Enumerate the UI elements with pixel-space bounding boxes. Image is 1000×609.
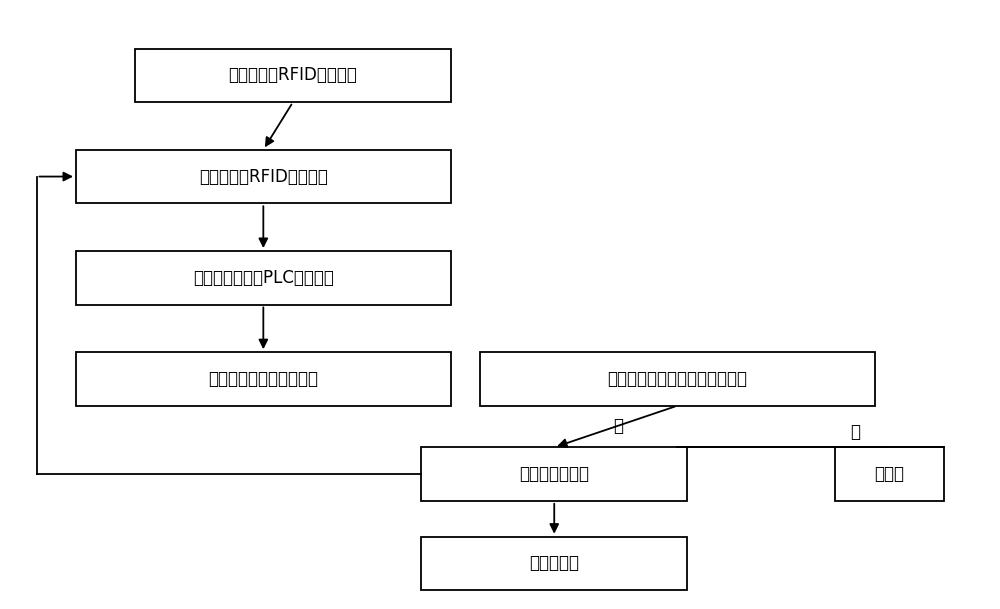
FancyBboxPatch shape	[421, 448, 687, 501]
FancyBboxPatch shape	[135, 49, 451, 102]
Text: 至下一生产区域: 至下一生产区域	[519, 465, 589, 483]
FancyBboxPatch shape	[76, 150, 451, 203]
Text: 是: 是	[613, 418, 623, 435]
FancyBboxPatch shape	[76, 251, 451, 304]
FancyBboxPatch shape	[421, 537, 687, 590]
Text: 阅读器读取RFID电子标签: 阅读器读取RFID电子标签	[199, 167, 328, 186]
Text: 计算机终端分析控制单支管质量: 计算机终端分析控制单支管质量	[607, 370, 747, 388]
FancyBboxPatch shape	[76, 352, 451, 406]
Text: 自动更新生产信息数据库: 自动更新生产信息数据库	[208, 370, 318, 388]
Text: 喷标机喷号: 喷标机喷号	[529, 554, 579, 572]
Text: 否: 否	[850, 423, 860, 442]
Text: 单支管贴敷RFID电子标签: 单支管贴敷RFID电子标签	[228, 66, 357, 85]
Text: 接受该区域设备PLC实时信息: 接受该区域设备PLC实时信息	[193, 269, 334, 287]
FancyBboxPatch shape	[835, 448, 944, 501]
Text: 废管区: 废管区	[875, 465, 905, 483]
FancyBboxPatch shape	[480, 352, 875, 406]
